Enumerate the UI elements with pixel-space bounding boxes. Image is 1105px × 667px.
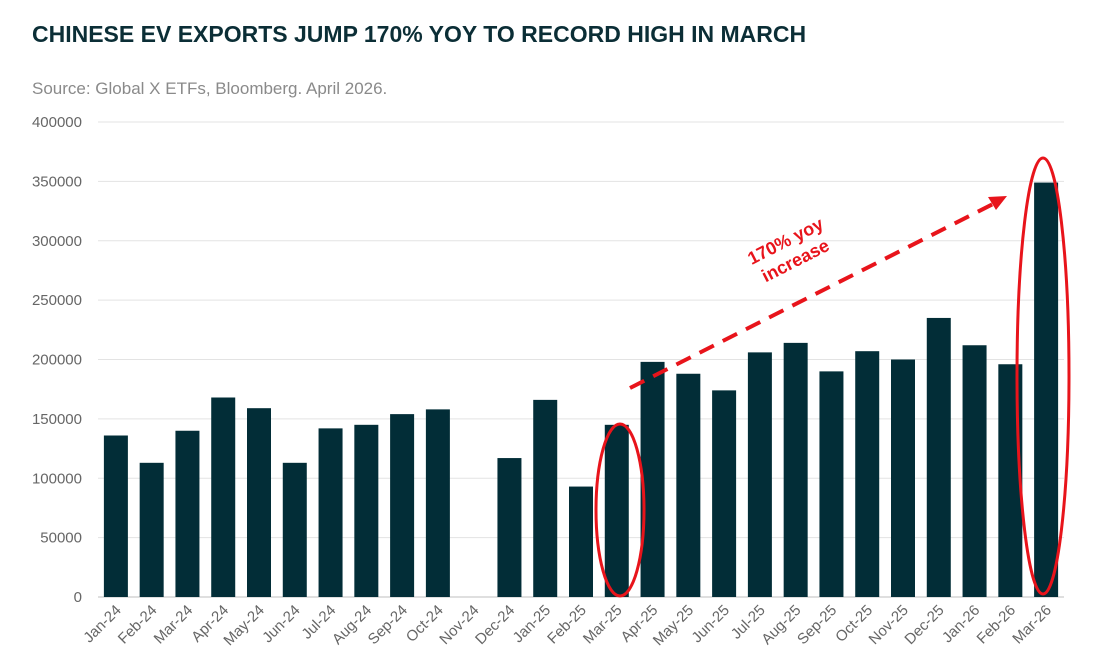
x-tick-label: Feb-25 — [544, 602, 590, 648]
y-tick-label: 0 — [74, 589, 82, 606]
bar-dec-24 — [497, 458, 522, 597]
x-tick-label: Mar-26 — [1009, 602, 1055, 648]
bar-sep-25 — [819, 371, 844, 597]
bar-jan-24 — [103, 435, 128, 597]
bar-may-25 — [676, 373, 701, 597]
x-tick-label: Aug-25 — [758, 602, 804, 648]
x-tick-label: Jun-25 — [688, 602, 732, 646]
bar-jul-25 — [747, 352, 772, 597]
y-tick-label: 50000 — [40, 530, 82, 547]
x-tick-label: Feb-26 — [974, 602, 1020, 648]
x-tick-label: Sep-24 — [365, 602, 411, 648]
bar-aug-25 — [783, 342, 808, 597]
bar-feb-24 — [139, 462, 164, 597]
x-tick-label: Mar-24 — [151, 602, 197, 648]
x-tick-label: May-25 — [650, 602, 697, 649]
bar-jun-24 — [282, 462, 307, 597]
x-tick-label: Aug-24 — [329, 602, 375, 648]
chart-title: CHINESE EV EXPORTS JUMP 170% YOY TO RECO… — [32, 21, 807, 47]
bar-dec-25 — [926, 317, 951, 597]
bar-apr-25 — [640, 361, 665, 597]
bar-mar-26 — [1034, 182, 1059, 597]
y-tick-label: 350000 — [32, 173, 82, 190]
highlight-ellipse-mar-25 — [594, 422, 646, 598]
bar-jan-26 — [962, 345, 987, 597]
bar-sep-24 — [390, 414, 415, 597]
bar-aug-24 — [354, 424, 379, 597]
x-tick-label: Dec-25 — [901, 602, 947, 648]
y-tick-label: 100000 — [32, 470, 82, 487]
y-tick-label: 200000 — [32, 352, 82, 369]
y-tick-label: 250000 — [32, 292, 82, 309]
bar-apr-24 — [211, 397, 236, 597]
x-tick-label: Sep-25 — [794, 602, 840, 648]
chart-source: Source: Global X ETFs, Bloomberg. April … — [32, 79, 388, 98]
bar-oct-24 — [425, 409, 450, 597]
highlight-ellipse-mar-26 — [1015, 156, 1071, 596]
bar-mar-25 — [604, 424, 629, 597]
bar-mar-24 — [175, 430, 200, 597]
bar-oct-25 — [855, 351, 880, 597]
trend-arrow-line — [629, 201, 996, 390]
x-tick-label: May-24 — [220, 602, 267, 649]
bar-jan-25 — [533, 399, 558, 597]
y-tick-label: 300000 — [32, 233, 82, 250]
x-tick-label: Feb-24 — [115, 602, 161, 648]
bar-may-24 — [247, 408, 271, 597]
x-tick-label: Nov-24 — [436, 602, 482, 648]
x-tick-label: Mar-25 — [580, 602, 626, 648]
y-tick-label: 150000 — [32, 411, 82, 428]
bar-jun-25 — [712, 390, 737, 597]
x-tick-label: Nov-25 — [866, 602, 912, 648]
bar-feb-25 — [569, 486, 593, 597]
y-tick-label: 400000 — [32, 114, 82, 131]
x-tick-label: Dec-24 — [472, 602, 518, 648]
x-tick-label: Jun-24 — [259, 602, 303, 646]
arrow-head-icon — [988, 196, 1007, 210]
bar-nov-25 — [891, 359, 915, 597]
bar-jul-24 — [318, 428, 343, 597]
